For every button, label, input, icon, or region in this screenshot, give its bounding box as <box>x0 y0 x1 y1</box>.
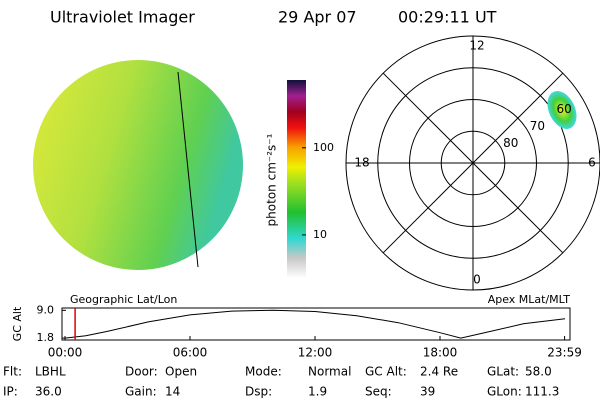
polar-grid <box>345 35 600 291</box>
alt-right-title: Apex MLat/MLT <box>488 293 571 306</box>
info-value: 1.9 <box>308 385 327 399</box>
alt-ylabel: GC Alt <box>11 306 24 341</box>
lat-label: 80 <box>503 136 518 150</box>
alt-ytick-label: 1.8 <box>37 331 55 344</box>
info-value: 58.0 <box>525 365 552 379</box>
info-label: Mode: <box>245 365 282 379</box>
lat-ring <box>440 130 506 196</box>
info-value: Open <box>165 365 197 379</box>
info-label: Gain: <box>125 385 157 399</box>
title: Ultraviolet Imager <box>50 8 195 27</box>
info-value: 36.0 <box>35 385 62 399</box>
terminator <box>177 71 199 268</box>
mlt-label: 0 <box>473 273 481 287</box>
lat-ring <box>409 99 537 227</box>
info-value: Normal <box>308 365 351 379</box>
info-value: 111.3 <box>525 385 559 399</box>
colorbar-tick-label: 10 <box>313 228 327 241</box>
info-label: Flt: <box>3 365 22 379</box>
info-label: IP: <box>3 385 18 399</box>
alt-curve <box>64 309 566 339</box>
info-label: GC Alt: <box>365 365 407 379</box>
date: 29 Apr 07 <box>278 8 357 27</box>
info-label: GLon: <box>487 385 522 399</box>
info-label: Seq: <box>365 385 392 399</box>
alt-left-title: Geographic Lat/Lon <box>70 293 177 306</box>
info-value: 14 <box>165 385 180 399</box>
lat-ring <box>377 67 569 259</box>
alt-xtick-label: 18:00 <box>423 346 458 360</box>
mlt-label: 18 <box>354 156 369 170</box>
info-value: 39 <box>420 385 435 399</box>
mlt-label: 12 <box>469 39 484 53</box>
info-label: Dsp: <box>245 385 272 399</box>
lat-label: 60 <box>556 102 571 116</box>
colorbar-tick-label: 100 <box>313 141 334 154</box>
info-value: LBHL <box>35 365 66 379</box>
alt-xtick-label: 00:00 <box>48 346 83 360</box>
lat-label: 70 <box>530 119 545 133</box>
mlt-label: 6 <box>588 156 596 170</box>
info-label: Door: <box>125 365 158 379</box>
colorbar <box>287 80 306 278</box>
info-label: GLat: <box>487 365 519 379</box>
earth-disk <box>33 60 243 270</box>
aurora-blob <box>547 91 577 129</box>
alt-xtick-label: 12:00 <box>298 346 333 360</box>
alt-frame <box>61 307 571 341</box>
info-value: 2.4 Re <box>420 365 458 379</box>
alt-xtick-label: 06:00 <box>173 346 208 360</box>
alt-xtick-label: 23:59 <box>547 346 582 360</box>
alt-ytick-label: 9.0 <box>37 303 55 316</box>
colorbar-label: photon cm⁻²s⁻¹ <box>265 133 279 226</box>
time: 00:29:11 UT <box>398 8 497 27</box>
